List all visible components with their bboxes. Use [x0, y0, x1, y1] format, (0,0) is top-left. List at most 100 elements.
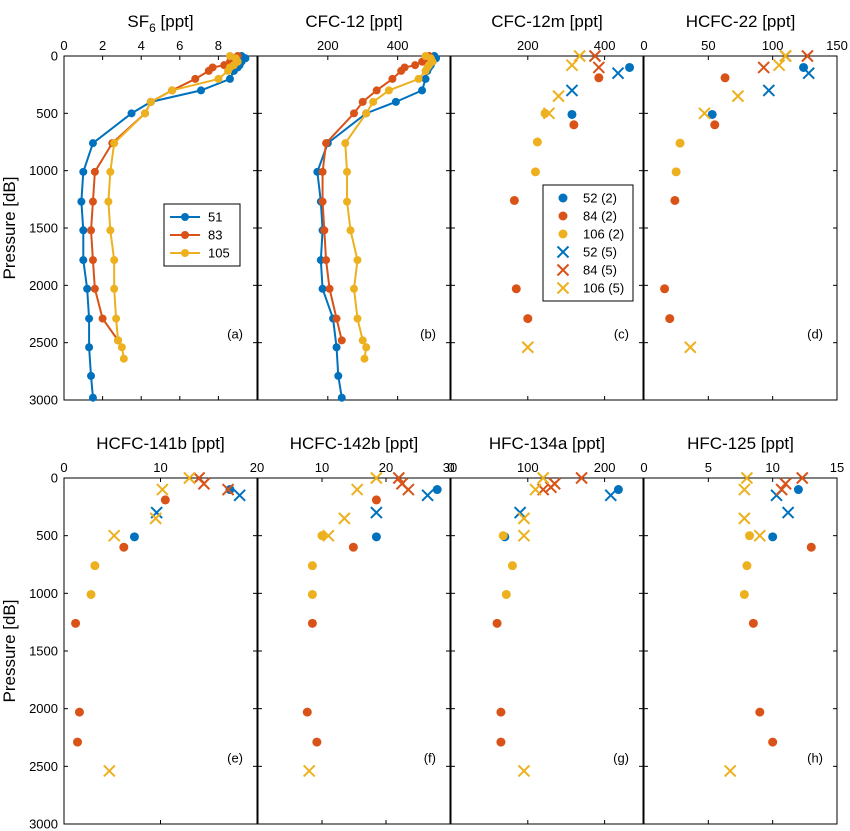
data-point — [110, 284, 119, 293]
data-point — [362, 343, 371, 352]
panel-c: 200 400 CFC-12m [ppt] (c) 52 (2) 84 (2) 106 (2… — [450, 12, 644, 401]
data-point — [98, 314, 107, 323]
legend-swatch-marker — [556, 263, 570, 277]
panel-label: (f) — [424, 750, 436, 765]
data-point-x — [517, 764, 531, 778]
data-point — [88, 256, 97, 265]
data-point-x — [156, 483, 169, 496]
data-point — [71, 618, 81, 628]
x-tick-label: 2 — [99, 38, 106, 53]
data-point — [168, 86, 177, 95]
panel-d: 0 50 100 150 HCFC-22 [ppt] (d) — [640, 12, 848, 401]
data-point — [567, 109, 577, 119]
data-point — [343, 167, 352, 176]
panel-title: SF6 [ppt] — [127, 12, 193, 35]
data-point — [320, 226, 329, 235]
data-point — [90, 284, 99, 293]
panel-title: CFC-12 [ppt] — [305, 12, 402, 31]
data-point — [110, 139, 119, 148]
data-point — [755, 707, 765, 717]
data-point-x — [544, 481, 558, 494]
data-point — [204, 66, 213, 75]
data-point-x — [370, 506, 383, 519]
panel-g: 0 100 200 HFC-134a [ppt] (g) — [447, 434, 644, 825]
data-point — [224, 66, 233, 75]
data-point — [104, 197, 113, 206]
data-point — [748, 618, 758, 628]
data-point-x — [542, 107, 556, 120]
panel-title: HCFC-22 [ppt] — [686, 12, 796, 31]
legend-swatch-marker — [181, 213, 189, 221]
y-tick-label: 1000 — [29, 163, 58, 178]
data-point — [707, 109, 717, 119]
panel-e: 0 10 20 0 500 1000 1500 2000 2500 3000 HCFC-141b [… — [29, 434, 264, 831]
y-tick-label: 2000 — [29, 701, 58, 716]
panel-title: CFC-12m [ppt] — [491, 12, 602, 31]
data-point — [745, 531, 755, 541]
y-tick-label: 0 — [51, 49, 58, 64]
data-point — [569, 120, 579, 130]
data-point — [353, 256, 362, 265]
panel-a: 0 2 4 6 8 0 500 1000 1500 2000 2500 3000 SF6 [ppt] (a… — [29, 12, 258, 408]
data-point — [384, 86, 393, 95]
data-point — [388, 74, 397, 83]
legend-entry-label: 83 — [208, 228, 222, 243]
data-point-x — [197, 477, 211, 490]
x-tick-label: 20 — [250, 460, 264, 475]
data-point — [106, 167, 115, 176]
data-point-x — [573, 49, 586, 63]
data-point-x — [322, 529, 335, 542]
axes-box — [63, 477, 258, 825]
data-point — [307, 589, 317, 599]
x-tick-label: 0 — [60, 460, 67, 475]
data-point-x — [103, 764, 116, 778]
data-point — [106, 226, 115, 235]
data-point-x — [529, 483, 542, 496]
data-point — [496, 707, 506, 717]
data-point-x — [731, 89, 745, 103]
data-point — [793, 485, 803, 495]
data-point — [77, 197, 86, 206]
data-point — [511, 284, 521, 294]
data-point-x — [775, 483, 788, 496]
data-point — [191, 74, 200, 83]
data-point — [350, 109, 358, 118]
legend-swatch-marker — [556, 281, 570, 295]
data-point — [397, 66, 406, 75]
data-point — [322, 256, 331, 265]
data-point — [739, 589, 749, 599]
data-point — [146, 97, 155, 106]
data-point — [353, 314, 362, 323]
data-point — [79, 167, 88, 176]
panel-label: (d) — [807, 327, 823, 342]
x-tick-label: 100 — [762, 38, 784, 53]
data-point — [421, 66, 430, 75]
data-point-x — [772, 58, 786, 72]
data-point — [307, 561, 317, 571]
data-point — [73, 737, 83, 747]
data-point — [337, 336, 346, 345]
data-point-x — [107, 529, 121, 542]
y-axis-title: Pressure [dB] — [0, 600, 19, 703]
data-point-x — [757, 61, 770, 74]
data-point-x — [762, 84, 776, 97]
data-point — [660, 284, 670, 294]
x-tick-label: 8 — [215, 38, 222, 53]
data-point — [501, 589, 511, 599]
data-point-x — [588, 49, 602, 63]
panel-title: HCFC-141b [ppt] — [96, 434, 225, 453]
panel-h: 0 5 10 15 HFC-125 [ppt] (h) — [640, 434, 844, 825]
data-point — [112, 314, 121, 323]
data-point — [318, 167, 327, 176]
data-point-x — [796, 471, 809, 485]
data-point — [369, 97, 378, 106]
data-point — [509, 195, 519, 205]
data-point — [341, 139, 350, 148]
series-line-83 — [321, 55, 430, 341]
data-point-x — [740, 471, 754, 485]
panel-label: (g) — [613, 750, 629, 765]
data-point — [411, 61, 420, 70]
data-point — [507, 561, 517, 571]
data-point — [337, 393, 346, 402]
